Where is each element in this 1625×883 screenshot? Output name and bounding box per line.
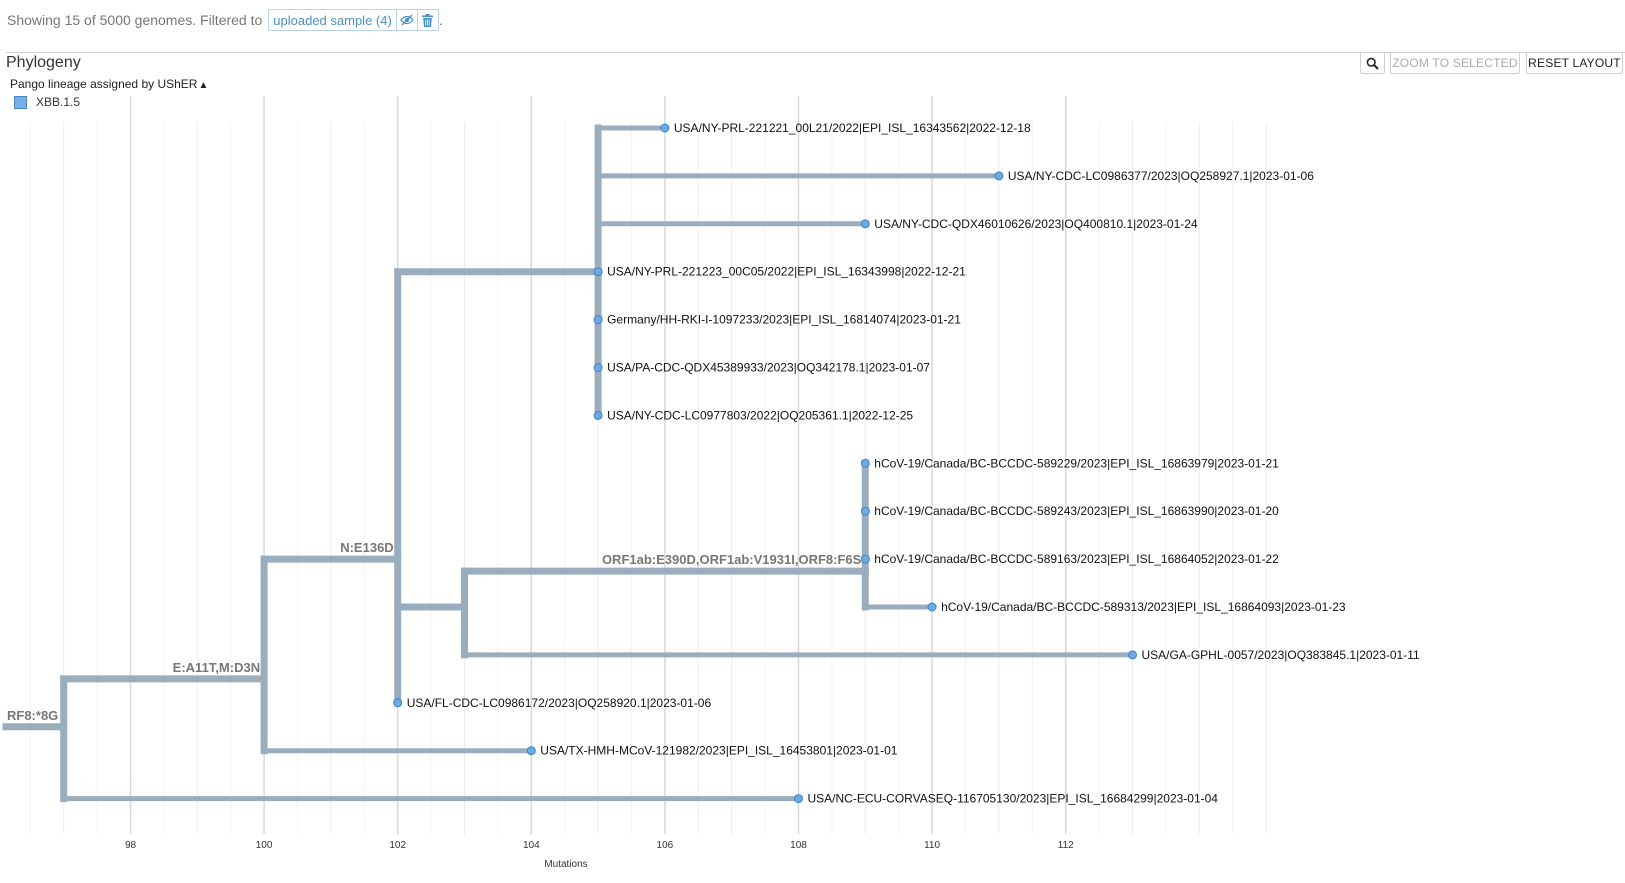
- tip-node[interactable]: [593, 267, 603, 277]
- mutation-label: ORF1ab:E390D,ORF1ab:V1931I,ORF8:F6S: [602, 552, 862, 567]
- search-button[interactable]: [1360, 52, 1385, 74]
- reset-layout-button[interactable]: RESET LAYOUT: [1526, 52, 1623, 74]
- tip-node[interactable]: [593, 315, 603, 325]
- panel-divider: [6, 52, 1625, 53]
- x-tick-label: 108: [790, 840, 807, 851]
- mutation-label: RF8:*8G: [7, 708, 58, 723]
- tip-label[interactable]: USA/NC-ECU-CORVASEQ-116705130/2023|EPI_I…: [808, 792, 1219, 806]
- tip-label[interactable]: USA/NY-PRL-221223_00C05/2022|EPI_ISL_163…: [607, 265, 966, 279]
- panel-title: Phylogeny: [6, 54, 81, 71]
- showing-count-text: Showing 15 of 5000 genomes. Filtered to: [7, 12, 263, 28]
- legend-swatch[interactable]: [14, 95, 27, 109]
- x-tick-label: 106: [657, 840, 674, 851]
- tip-node[interactable]: [1128, 650, 1137, 660]
- filter-chip-label[interactable]: uploaded sample (4): [273, 12, 392, 28]
- tip-label[interactable]: USA/NY-PRL-221221_00L21/2022|EPI_ISL_163…: [674, 121, 1031, 135]
- tip-node[interactable]: [794, 794, 803, 804]
- zoom-to-selected-button[interactable]: ZOOM TO SELECTED: [1390, 52, 1520, 74]
- hide-filter-button[interactable]: [395, 10, 417, 30]
- tip-label[interactable]: USA/GA-GPHL-0057/2023|OQ383845.1|2023-01…: [1142, 648, 1421, 662]
- tip-node[interactable]: [593, 410, 603, 420]
- x-tick-label: 100: [256, 840, 273, 851]
- tip-node[interactable]: [994, 171, 1004, 181]
- mutation-label: N:E136D: [340, 540, 393, 555]
- eye-slash-icon: [400, 14, 414, 26]
- tip-node[interactable]: [860, 458, 870, 468]
- tree-branches: RF8:*8G E:A11T,M:D3N N:E136D ORF1ab:E390D,O…: [2, 124, 1133, 803]
- tip-node[interactable]: [927, 602, 937, 612]
- status-trailing-text: .: [438, 12, 443, 28]
- tip-label[interactable]: USA/FL-CDC-LC0986172/2023|OQ258920.1|202…: [407, 696, 712, 710]
- tip-label[interactable]: hCoV-19/Canada/BC-BCCDC-589313/2023|EPI_…: [941, 600, 1346, 614]
- search-icon: [1366, 57, 1379, 70]
- grid-lines: [29, 96, 1267, 834]
- tip-node[interactable]: [660, 123, 670, 133]
- tree-tips: USA/NY-PRL-221221_00L21/2022|EPI_ISL_163…: [393, 121, 1421, 806]
- x-axis: 98 100 102 104 106 108 110 112: [125, 840, 1074, 851]
- mutation-label: E:A11T,M:D3N: [173, 660, 260, 675]
- tip-node[interactable]: [860, 554, 870, 564]
- x-axis-title: Mutations: [544, 859, 587, 870]
- tip-label[interactable]: USA/PA-CDC-QDX45389933/2023|OQ342178.1|2…: [607, 361, 930, 375]
- chevron-up-icon[interactable]: ▲: [198, 80, 209, 91]
- tip-label[interactable]: Germany/HH-RKI-I-1097233/2023|EPI_ISL_16…: [607, 313, 961, 327]
- legend-label: XBB.1.5: [36, 95, 81, 109]
- x-tick-label: 102: [389, 840, 406, 851]
- tip-node[interactable]: [860, 506, 870, 516]
- filter-chip[interactable]: uploaded sample (4): [268, 9, 439, 31]
- tip-label[interactable]: USA/NY-CDC-QDX46010626/2023|OQ400810.1|2…: [874, 217, 1198, 231]
- color-by-toggle[interactable]: Pango lineage assigned by UShER▲: [10, 77, 208, 91]
- legend: XBB.1.5: [14, 95, 80, 109]
- x-tick-label: 112: [1058, 840, 1074, 851]
- color-by-label: Pango lineage assigned by UShER: [10, 77, 198, 91]
- trash-icon: [422, 13, 434, 27]
- tip-node[interactable]: [593, 363, 603, 372]
- tip-label[interactable]: hCoV-19/Canada/BC-BCCDC-589163/2023|EPI_…: [874, 552, 1279, 566]
- tip-node[interactable]: [393, 698, 403, 708]
- remove-filter-button[interactable]: [416, 10, 438, 30]
- tip-label[interactable]: USA/NY-CDC-LC0977803/2022|OQ205361.1|202…: [607, 408, 913, 422]
- tip-label[interactable]: hCoV-19/Canada/BC-BCCDC-589229/2023|EPI_…: [874, 456, 1279, 470]
- tip-label[interactable]: USA/NY-CDC-LC0986377/2023|OQ258927.1|202…: [1008, 169, 1314, 183]
- tip-node[interactable]: [526, 746, 536, 756]
- tip-label[interactable]: USA/TX-HMH-MCoV-121982/2023|EPI_ISL_1645…: [540, 744, 897, 758]
- tip-node[interactable]: [860, 219, 870, 229]
- status-line: Showing 15 of 5000 genomes. Filtered to …: [7, 9, 443, 31]
- x-tick-label: 110: [924, 840, 940, 851]
- x-tick-label: 104: [523, 840, 540, 851]
- tip-label[interactable]: hCoV-19/Canada/BC-BCCDC-589243/2023|EPI_…: [874, 504, 1279, 518]
- x-tick-label: 98: [125, 840, 137, 851]
